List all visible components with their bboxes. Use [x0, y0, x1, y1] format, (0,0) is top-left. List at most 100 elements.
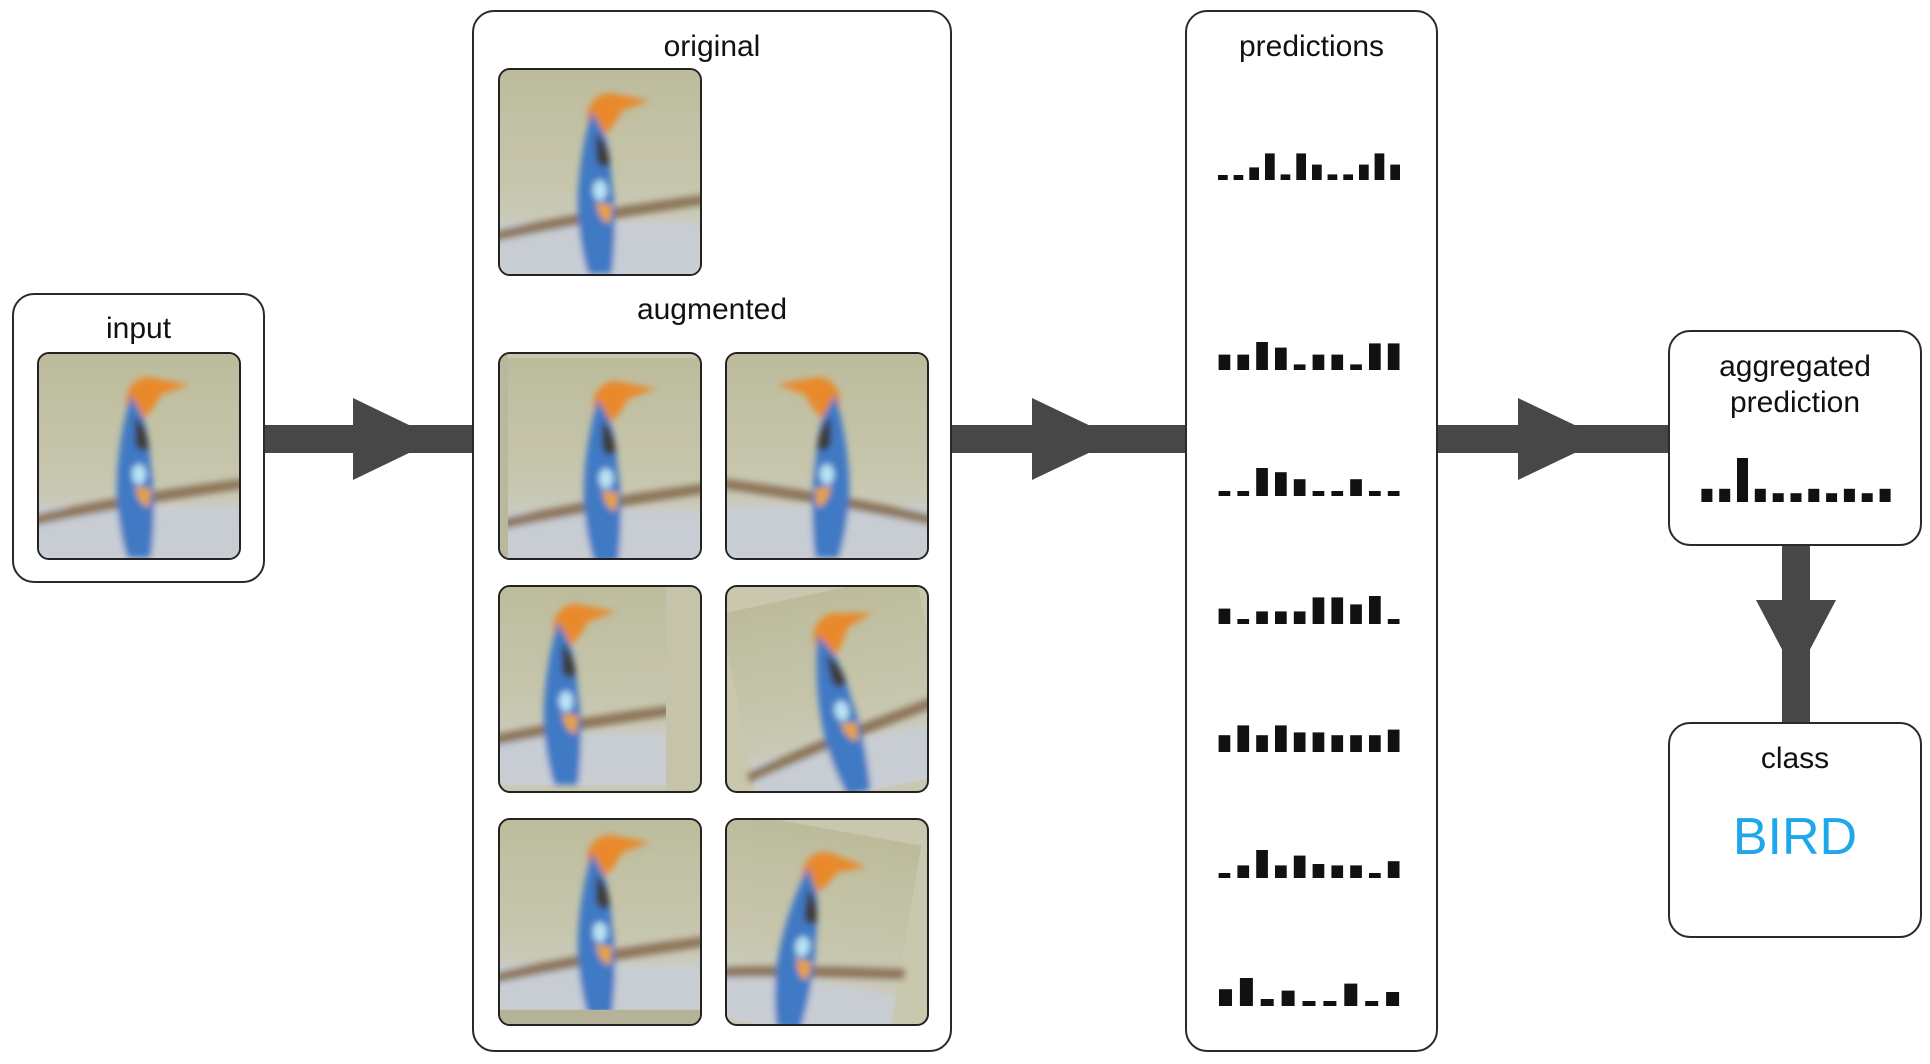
prediction-bar-5-2	[1256, 850, 1268, 878]
prediction-bar-6-1	[1239, 978, 1253, 1006]
aggregated-bar-5	[1790, 493, 1802, 502]
prediction-bar-5-7	[1350, 865, 1362, 878]
prediction-bar-4-3	[1275, 725, 1287, 752]
prediction-bar-6-6	[1344, 983, 1358, 1006]
aggregated-bar-6	[1808, 488, 1820, 502]
prediction-bar-5-3	[1275, 865, 1287, 878]
prediction-bar-5-4	[1293, 855, 1306, 878]
prediction-bar-3-1	[1237, 619, 1250, 624]
augmented-image-3	[498, 585, 702, 793]
class-box: class BIRD	[1668, 722, 1922, 938]
prediction-bar-3-0	[1218, 608, 1231, 624]
prediction-bar-4-2	[1256, 735, 1268, 752]
prediction-bar-charts	[1218, 153, 1400, 1006]
arrow-head-augment	[1032, 398, 1118, 480]
prediction-bar-4-5	[1312, 732, 1325, 752]
prediction-bar-6-2	[1260, 999, 1274, 1006]
prediction-bar-6-0	[1219, 989, 1232, 1006]
predictions-box: predictions	[1185, 10, 1438, 1052]
input-label: input	[105, 312, 172, 345]
prediction-bar-0-6	[1312, 164, 1322, 180]
arrow-head-class	[1756, 600, 1836, 676]
prediction-bar-3-7	[1350, 604, 1362, 624]
prediction-bar-0-5	[1296, 153, 1306, 180]
prediction-bar-0-4	[1280, 174, 1291, 180]
prediction-bar-6-4	[1302, 1001, 1316, 1006]
aggregated-box: aggregated prediction	[1668, 330, 1922, 546]
class-label: class	[1760, 742, 1830, 775]
prediction-bar-1-3	[1275, 347, 1287, 370]
prediction-bar-4-1	[1237, 725, 1250, 752]
aggregated-bar-chart	[1701, 458, 1891, 502]
augmented-label: augmented	[636, 293, 788, 326]
aggregated-bar-9	[1861, 493, 1873, 502]
aggregated-bar-3	[1754, 488, 1766, 502]
augmented-image-1	[498, 352, 702, 560]
prediction-bar-2-4	[1293, 479, 1306, 496]
aggregated-bar-10	[1879, 488, 1891, 502]
prediction-bar-4-9	[1387, 729, 1400, 752]
prediction-bar-0-7	[1327, 174, 1338, 180]
prediction-bar-1-4	[1293, 364, 1306, 370]
original-image	[498, 68, 702, 276]
prediction-bar-1-8	[1369, 343, 1381, 370]
prediction-bar-2-5	[1312, 491, 1325, 496]
prediction-bar-5-1	[1237, 865, 1250, 878]
class-value: BIRD	[1732, 808, 1858, 866]
prediction-bar-3-9	[1387, 619, 1400, 624]
prediction-bar-3-6	[1331, 597, 1344, 624]
input-image	[37, 352, 241, 560]
prediction-bar-2-8	[1369, 491, 1381, 496]
prediction-bar-4-6	[1331, 735, 1344, 752]
prediction-bar-1-6	[1331, 354, 1344, 370]
prediction-bar-1-9	[1387, 343, 1400, 370]
prediction-bar-2-7	[1350, 479, 1362, 496]
augmented-image-5	[498, 818, 702, 1026]
prediction-bar-3-5	[1312, 597, 1325, 624]
augmented-image-6	[725, 818, 929, 1026]
prediction-bar-0-8	[1343, 174, 1353, 180]
prediction-bar-5-6	[1331, 865, 1344, 878]
prediction-bar-2-1	[1237, 491, 1250, 496]
prediction-bar-3-2	[1256, 611, 1268, 624]
input-box: input	[12, 293, 265, 583]
augmented-image-4	[725, 585, 929, 793]
predictions-label: predictions	[1238, 30, 1385, 63]
prediction-bar-6-5	[1323, 1001, 1337, 1006]
prediction-bar-1-5	[1312, 354, 1325, 370]
prediction-bar-1-1	[1237, 354, 1250, 370]
prediction-bar-6-3	[1281, 990, 1295, 1006]
prediction-bar-4-7	[1350, 735, 1362, 752]
aggregated-bar-2	[1737, 458, 1748, 502]
prediction-bar-0-0	[1218, 175, 1228, 180]
aggregated-label-line1: aggregated	[1719, 350, 1871, 383]
prediction-bar-0-10	[1374, 153, 1385, 180]
prediction-bar-4-0	[1218, 735, 1231, 752]
prediction-bar-4-4	[1293, 732, 1306, 752]
arrow-head-input	[353, 398, 438, 480]
prediction-bar-5-0	[1218, 873, 1231, 878]
aggregated-bar-8	[1843, 488, 1855, 502]
prediction-bar-2-0	[1218, 491, 1231, 496]
arrow-head-predictions	[1518, 398, 1604, 480]
original-label: original	[663, 30, 761, 63]
prediction-bar-6-7	[1365, 1001, 1379, 1006]
prediction-bar-3-4	[1293, 611, 1306, 624]
prediction-bar-0-9	[1359, 164, 1369, 180]
aggregated-bar-4	[1772, 493, 1784, 502]
prediction-bar-2-9	[1387, 491, 1400, 496]
prediction-bar-6-8	[1386, 992, 1400, 1006]
augmented-image-2	[725, 352, 929, 560]
prediction-bar-3-3	[1275, 611, 1287, 624]
prediction-bar-5-5	[1312, 864, 1325, 878]
prediction-bar-2-3	[1275, 472, 1287, 496]
prediction-bar-5-8	[1369, 873, 1381, 878]
augmentation-box: original augmented	[472, 10, 952, 1052]
prediction-bar-0-3	[1265, 153, 1275, 180]
prediction-bar-2-2	[1256, 468, 1268, 496]
prediction-bar-4-8	[1369, 735, 1381, 752]
prediction-bar-2-6	[1331, 491, 1344, 496]
prediction-bar-0-1	[1233, 175, 1244, 180]
prediction-bar-1-2	[1256, 342, 1268, 370]
